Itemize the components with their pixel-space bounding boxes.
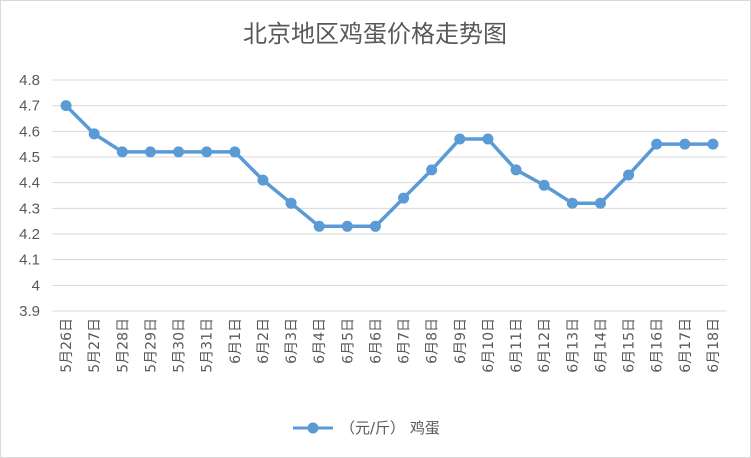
data-point[interactable] — [229, 146, 241, 158]
data-point[interactable] — [144, 146, 156, 158]
x-tick-label: 5月28日 — [115, 318, 131, 373]
data-point[interactable] — [257, 174, 269, 186]
data-point[interactable] — [369, 220, 381, 232]
y-axis-ticks: 4.8 4.7 4.6 4.5 4.4 4.3 4.2 4.1 4 3.9 — [19, 72, 40, 320]
chart-title: 北京地区鸡蛋价格走势图 — [243, 20, 507, 48]
x-tick-label: 5月27日 — [87, 318, 103, 373]
y-tick-label: 4.6 — [19, 123, 40, 140]
y-tick-label: 4.5 — [19, 149, 40, 166]
series-layer — [60, 100, 719, 232]
data-point[interactable] — [538, 179, 550, 191]
data-point[interactable] — [566, 197, 578, 209]
legend[interactable]: （元/斤） 鸡蛋 — [293, 419, 440, 437]
y-tick-label: 4.3 — [19, 200, 40, 217]
x-tick-label: 6月12日 — [537, 318, 553, 373]
data-point[interactable] — [341, 220, 353, 232]
data-point[interactable] — [594, 197, 606, 209]
y-tick-label: 4.4 — [19, 175, 40, 192]
x-tick-label: 6月16日 — [650, 318, 666, 373]
data-point[interactable] — [510, 164, 522, 176]
x-tick-label: 6月10日 — [481, 318, 497, 373]
data-point[interactable] — [173, 146, 185, 158]
y-tick-label: 4.7 — [19, 98, 40, 115]
data-point[interactable] — [707, 138, 719, 150]
x-tick-label: 5月30日 — [172, 318, 188, 373]
data-point[interactable] — [398, 192, 410, 204]
x-tick-label: 6月7日 — [397, 318, 413, 364]
x-tick-label: 5月31日 — [200, 318, 216, 373]
x-axis-ticks: 5月26日 5月27日 5月28日 5月29日 5月30日 5月31日 6月1日 6月2日 6月… — [59, 318, 722, 373]
x-tick-label: 5月29日 — [143, 318, 159, 373]
legend-marker — [307, 422, 319, 434]
x-tick-label: 6月1日 — [228, 318, 244, 364]
data-point[interactable] — [60, 100, 72, 112]
x-tick-label: 6月3日 — [284, 318, 300, 364]
data-point[interactable] — [482, 133, 494, 145]
x-tick-label: 5月26日 — [59, 318, 75, 373]
data-point[interactable] — [426, 164, 438, 176]
data-point[interactable] — [313, 220, 325, 232]
data-point[interactable] — [201, 146, 213, 158]
legend-label: （元/斤） 鸡蛋 — [340, 419, 440, 437]
y-tick-label: 4.1 — [19, 252, 40, 269]
y-tick-label: 3.9 — [19, 303, 40, 320]
x-tick-label: 6月4日 — [312, 318, 328, 364]
data-point[interactable] — [454, 133, 466, 145]
x-tick-label: 6月5日 — [340, 318, 356, 364]
x-tick-label: 6月6日 — [368, 318, 384, 364]
x-tick-label: 6月18日 — [706, 318, 722, 373]
x-tick-label: 6月9日 — [453, 318, 469, 364]
x-tick-label: 6月11日 — [509, 318, 525, 373]
data-point[interactable] — [116, 146, 128, 158]
x-tick-label: 6月14日 — [593, 318, 609, 373]
data-point[interactable] — [623, 169, 635, 181]
data-point[interactable] — [651, 138, 663, 150]
data-point[interactable] — [88, 128, 100, 140]
gridlines — [52, 79, 727, 312]
x-tick-label: 6月15日 — [622, 318, 638, 373]
x-tick-label: 6月2日 — [256, 318, 272, 364]
y-tick-label: 4.8 — [19, 72, 40, 89]
x-tick-label: 6月13日 — [565, 318, 581, 373]
x-tick-label: 6月17日 — [678, 318, 694, 373]
data-point[interactable] — [679, 138, 691, 150]
y-tick-label: 4.2 — [19, 226, 40, 243]
y-tick-label: 4 — [32, 277, 40, 294]
x-tick-label: 6月8日 — [425, 318, 441, 364]
data-point[interactable] — [285, 197, 297, 209]
